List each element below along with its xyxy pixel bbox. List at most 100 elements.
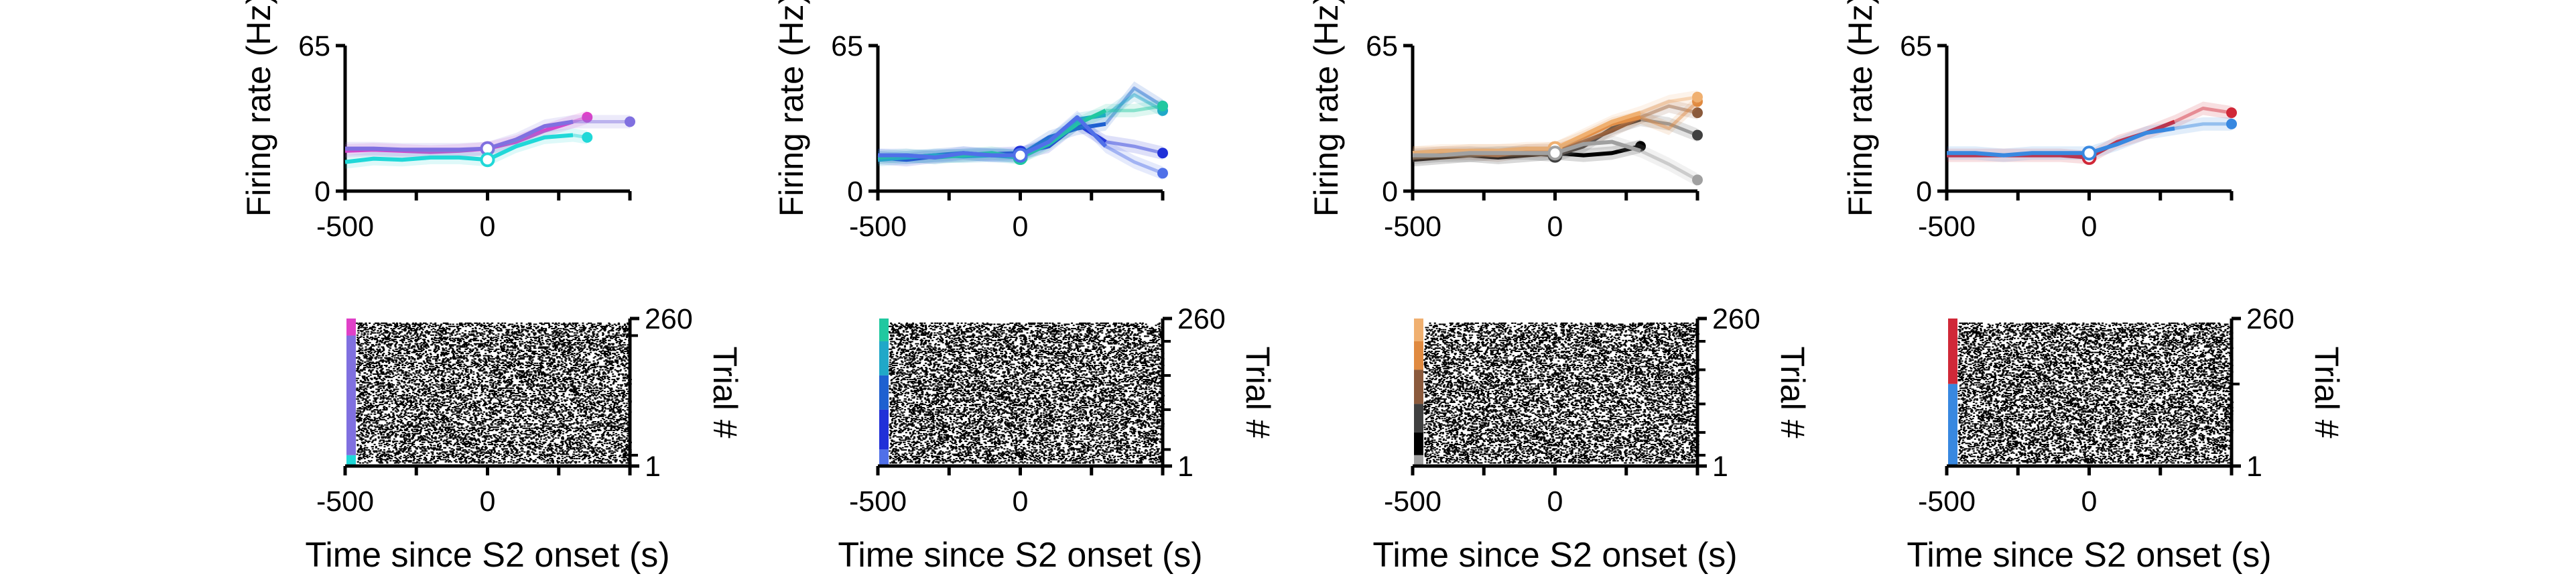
y-tick-label: 0 — [1382, 176, 1398, 208]
spike — [572, 354, 574, 355]
spike — [408, 358, 410, 359]
spike — [590, 352, 592, 353]
spike — [523, 377, 525, 378]
spike — [483, 355, 485, 357]
spike — [546, 369, 548, 371]
spike — [385, 384, 387, 386]
spike — [478, 352, 480, 353]
spike — [381, 355, 383, 357]
spike — [428, 333, 430, 335]
spike — [545, 335, 547, 337]
spike — [601, 386, 603, 387]
spike — [482, 333, 484, 335]
spike — [502, 351, 504, 352]
spike — [392, 373, 394, 375]
spike — [492, 338, 494, 339]
spike — [411, 358, 413, 359]
spike — [428, 349, 430, 351]
spike — [590, 344, 592, 345]
spike — [452, 341, 454, 343]
spike — [476, 333, 478, 335]
spike — [468, 331, 470, 333]
spike — [418, 329, 420, 331]
spike — [527, 337, 529, 338]
spike — [446, 344, 448, 345]
spike — [458, 352, 460, 353]
spike — [393, 366, 395, 367]
spike — [521, 382, 523, 384]
spike — [614, 376, 616, 377]
spike — [379, 324, 381, 325]
spike — [529, 366, 531, 367]
spike — [523, 381, 525, 382]
spike — [380, 352, 382, 353]
spike — [425, 352, 427, 353]
spike — [367, 333, 369, 335]
spike — [574, 373, 576, 375]
spike — [594, 367, 596, 368]
spike — [397, 353, 399, 354]
spike — [455, 378, 457, 379]
spike — [406, 333, 408, 335]
spike — [375, 335, 377, 337]
spike — [389, 373, 391, 375]
spike — [393, 368, 395, 369]
spike — [552, 335, 554, 337]
spike — [533, 330, 535, 331]
spike — [448, 382, 450, 384]
spike — [521, 335, 523, 337]
spike — [604, 378, 606, 379]
spike — [533, 335, 535, 336]
spike — [420, 366, 422, 367]
spike — [624, 361, 626, 362]
spike — [579, 377, 581, 378]
spike — [521, 327, 523, 329]
spike — [426, 373, 428, 375]
spike — [599, 341, 601, 343]
spike — [541, 340, 543, 341]
spike — [593, 361, 595, 362]
x-tick-label: 0 — [2081, 211, 2098, 243]
spike — [437, 375, 439, 376]
spike — [577, 379, 579, 380]
spike — [361, 343, 363, 345]
spike — [506, 342, 508, 343]
spike — [572, 324, 574, 325]
spike — [493, 340, 495, 341]
spike — [493, 333, 495, 335]
spike — [546, 347, 548, 349]
spike — [564, 381, 566, 382]
spike — [397, 355, 399, 357]
spike — [545, 357, 547, 359]
spike — [521, 367, 523, 368]
spike — [459, 325, 461, 326]
spike — [460, 335, 462, 337]
spike — [603, 381, 605, 382]
spike — [519, 384, 521, 386]
spike — [504, 382, 506, 384]
spike — [525, 354, 527, 355]
spike — [596, 366, 598, 367]
spike — [466, 338, 468, 339]
spike — [378, 344, 380, 345]
spike — [430, 380, 432, 382]
spike — [557, 366, 559, 367]
spike — [397, 328, 399, 329]
spike — [364, 369, 366, 371]
spike — [609, 354, 611, 355]
spike — [457, 382, 459, 384]
spike — [412, 335, 414, 336]
spike — [615, 381, 617, 382]
spike — [405, 379, 407, 380]
spike — [505, 344, 507, 345]
spike — [418, 372, 420, 373]
spike — [517, 358, 519, 359]
spike — [440, 380, 442, 382]
spike — [408, 341, 410, 343]
spike — [447, 328, 449, 329]
spike — [408, 367, 410, 368]
spike — [508, 377, 510, 378]
spike — [434, 340, 436, 341]
spike — [391, 380, 393, 382]
spike — [383, 343, 385, 345]
